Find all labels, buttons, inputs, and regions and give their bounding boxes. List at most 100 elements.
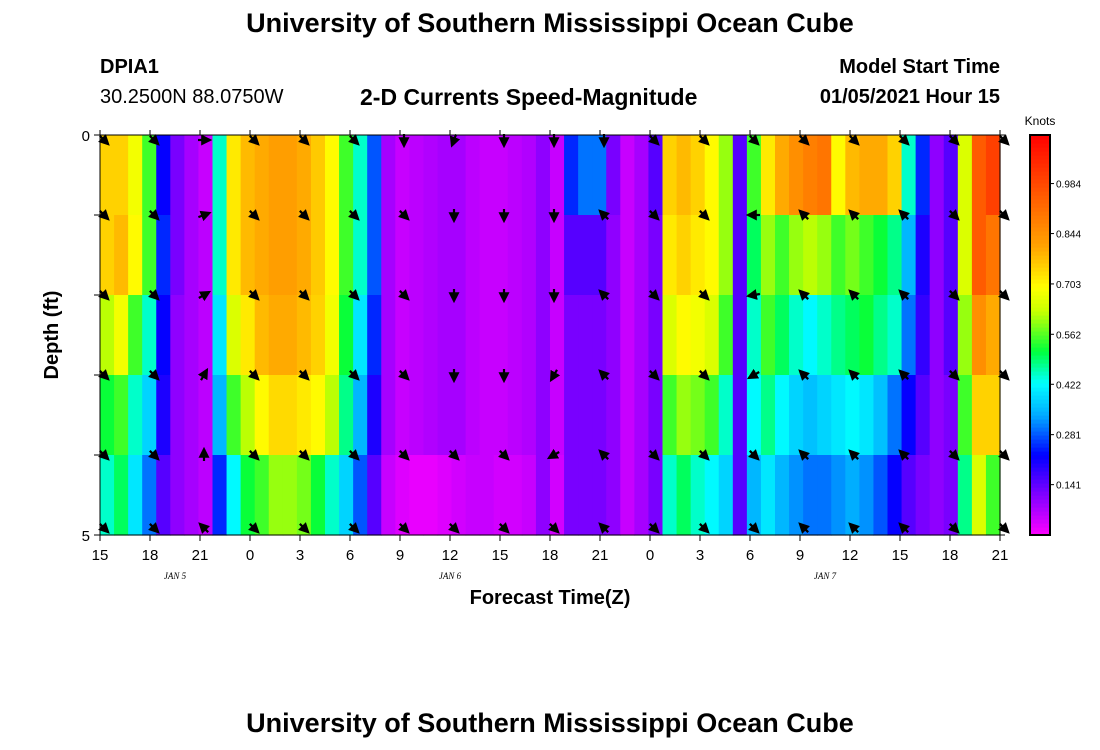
heatmap-cell — [198, 375, 214, 456]
heatmap-cell — [957, 135, 973, 216]
heatmap-cell — [606, 455, 621, 536]
heatmap-cell — [170, 375, 185, 456]
heatmap-cell — [507, 375, 523, 456]
heatmap-cell — [381, 375, 396, 456]
heatmap-cell — [775, 215, 790, 296]
current-arrow — [348, 522, 360, 534]
heatmap-cell — [184, 455, 200, 536]
colorbar-segment — [1030, 347, 1050, 352]
heatmap-cell — [226, 455, 242, 536]
heatmap-cell — [873, 295, 889, 376]
heatmap-cell — [325, 135, 340, 216]
heatmap-cell — [212, 375, 228, 456]
heatmap-cell — [128, 295, 143, 376]
heatmap-cell — [353, 455, 368, 536]
heatmap-cell — [268, 215, 284, 296]
colorbar-segment — [1030, 147, 1050, 152]
heatmap-cell — [465, 455, 481, 536]
colorbar-segment — [1030, 163, 1050, 168]
heatmap-cell — [943, 375, 959, 456]
colorbar-segment — [1030, 519, 1050, 524]
heatmap-cell — [170, 135, 185, 216]
heatmap-cell — [339, 135, 354, 216]
colorbar-segment — [1030, 327, 1050, 332]
heatmap-cell — [690, 215, 706, 296]
heatmap-cell — [240, 455, 256, 536]
heatmap-cell — [437, 455, 453, 536]
heatmap-cell — [254, 455, 270, 536]
colorbar-segment — [1030, 251, 1050, 256]
colorbar-segment — [1030, 467, 1050, 472]
heatmap-cell — [423, 455, 439, 536]
heatmap-cell — [620, 135, 635, 216]
heatmap-cell — [971, 295, 987, 376]
heatmap-cell — [310, 215, 326, 296]
heatmap-cell — [521, 215, 537, 296]
heatmap-cell — [859, 455, 875, 536]
heatmap-cell — [760, 135, 776, 216]
heatmap-cell — [479, 215, 495, 296]
colorbar-tick-label: 0.281 — [1056, 431, 1081, 442]
current-direction-arrows — [98, 134, 1010, 534]
heatmap-cell — [268, 135, 284, 216]
heatmap-cell — [409, 135, 425, 216]
current-arrow — [798, 134, 810, 146]
colorbar-segment — [1030, 399, 1050, 404]
heatmap-cell — [395, 375, 410, 456]
heatmap-cell — [296, 375, 312, 456]
colorbar-segment — [1030, 175, 1050, 180]
footer-title: University of Southern Mississippi Ocean… — [246, 708, 854, 738]
colorbar-segment — [1030, 419, 1050, 424]
heatmap-cell — [845, 375, 860, 456]
heatmap-cell — [704, 455, 720, 536]
heatmap-cell — [535, 375, 551, 456]
heatmap-cell — [535, 215, 551, 296]
x-tick-label: 21 — [992, 547, 1009, 564]
heatmap-cell — [507, 295, 523, 376]
colorbar-segment — [1030, 303, 1050, 308]
x-tick-label: 9 — [796, 547, 804, 564]
current-arrow — [148, 369, 160, 381]
x-tick-label: 21 — [592, 547, 609, 564]
colorbar-segment — [1030, 351, 1050, 356]
current-arrow — [898, 289, 910, 301]
heatmap-cell — [100, 455, 115, 536]
heatmap-cell — [367, 135, 382, 216]
current-arrow — [198, 210, 212, 222]
colorbar-segment — [1030, 415, 1050, 420]
heatmap-cell — [353, 375, 368, 456]
heatmap-cell — [114, 295, 129, 376]
heatmap-cell — [395, 135, 410, 216]
heatmap-cell — [550, 375, 565, 456]
heatmap-cell — [367, 375, 382, 456]
x-tick-label: 6 — [346, 547, 354, 564]
current-arrow — [798, 449, 810, 461]
current-arrow — [148, 209, 160, 221]
heatmap-cell — [564, 295, 579, 376]
heatmap-cell — [268, 375, 284, 456]
heatmap-cell — [437, 295, 453, 376]
current-arrow — [998, 134, 1010, 146]
current-arrow — [298, 134, 310, 146]
current-arrow — [698, 449, 710, 461]
heatmap-cell — [521, 295, 537, 376]
colorbar-segment — [1030, 267, 1050, 272]
heatmap-cell — [493, 215, 509, 296]
current-arrow — [148, 134, 160, 146]
current-arrow — [448, 449, 460, 461]
current-arrow — [898, 369, 910, 381]
colorbar-segment — [1030, 311, 1050, 316]
heatmap-cell — [887, 375, 903, 456]
colorbar-segment — [1030, 203, 1050, 208]
heatmap-cell — [634, 375, 650, 456]
heatmap-cell — [268, 295, 284, 376]
current-arrow — [748, 134, 760, 146]
heatmap-cell — [507, 215, 523, 296]
y-axis: 05 — [82, 128, 1005, 545]
heatmap-cell — [142, 455, 157, 536]
heatmap-cell — [845, 295, 860, 376]
current-arrow — [698, 209, 710, 221]
heatmap-cell — [465, 295, 481, 376]
current-arrow — [848, 369, 860, 381]
heatmap-cell — [690, 375, 706, 456]
